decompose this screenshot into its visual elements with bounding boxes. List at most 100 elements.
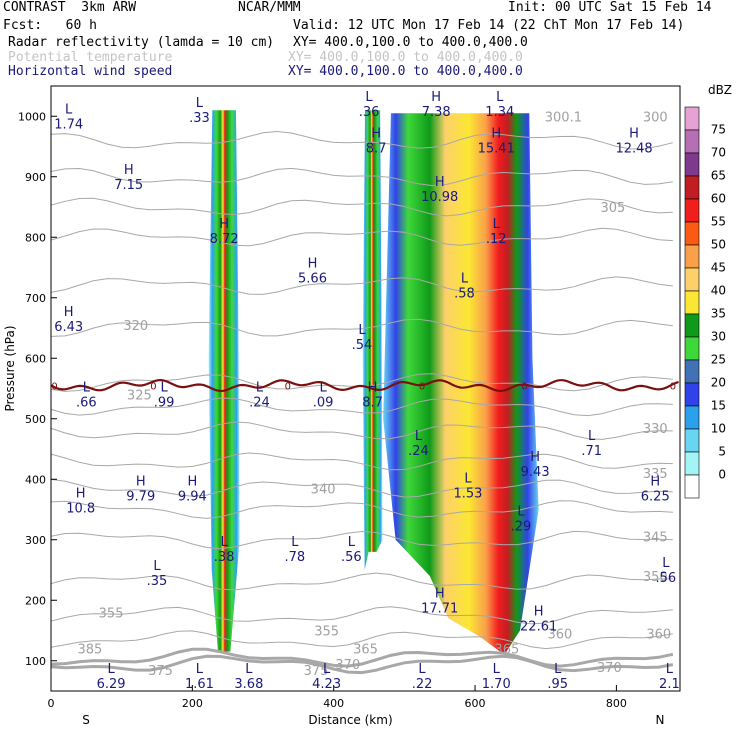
isentrope-label: 300.1: [545, 110, 582, 125]
colorbar-swatch: [684, 244, 700, 269]
freezing-label: 0: [51, 381, 57, 392]
wind-extremum-marker: L: [83, 381, 91, 396]
wind-extremum-value: .78: [284, 550, 305, 565]
isentrope-label: 365: [353, 643, 378, 658]
wind-extremum-marker: H: [435, 175, 445, 190]
colorbar-level: 10: [711, 422, 726, 436]
x-tick-label: 400: [323, 697, 344, 710]
colorbar-swatch: [684, 313, 700, 338]
isentrope-label: 305: [600, 201, 625, 216]
wind-extremum-marker: L: [666, 662, 674, 677]
wind-extremum-marker: H: [64, 305, 74, 320]
y-tick-label: 300: [25, 534, 46, 547]
colorbar-level: 5: [718, 445, 726, 459]
colorbar-level: 60: [711, 192, 726, 206]
x-axis-label: Distance (km): [308, 713, 392, 727]
wind-extremum-value: 6.43: [54, 320, 83, 335]
freezing-label: 0: [285, 381, 291, 392]
wind-extremum-marker: L: [196, 662, 204, 677]
south-label: S: [82, 713, 90, 727]
wind-extremum-value: .56: [656, 571, 677, 586]
wind-extremum-value: 1.61: [185, 677, 214, 692]
wind-extremum-marker: L: [319, 381, 327, 396]
isentrope-label: 370: [597, 661, 622, 676]
colorbar-level: 15: [711, 399, 726, 413]
colorbar-level: 30: [711, 330, 726, 344]
org-label: NCAR/MMM: [238, 0, 301, 15]
field-2-name: Potential temperature: [8, 50, 173, 65]
wind-extremum-value: .95: [547, 677, 568, 692]
isentrope-label: 330: [643, 422, 668, 437]
wind-extremum-value: 5.66: [298, 272, 327, 287]
colorbar-swatch: [684, 106, 700, 131]
wind-extremum-value: 7.15: [114, 178, 143, 193]
wind-extremum-marker: L: [245, 662, 253, 677]
isentrope-label: 375: [148, 664, 173, 679]
wind-extremum-marker: L: [415, 429, 423, 444]
y-tick-label: 200: [25, 594, 46, 607]
freezing-label: 0: [670, 381, 676, 392]
wind-extremum-marker: H: [629, 126, 639, 141]
colorbar-level: 25: [711, 353, 726, 367]
model-title: CONTRAST 3km ARW: [3, 0, 137, 15]
x-tick-label: 600: [465, 697, 486, 710]
freezing-label: 0: [419, 381, 425, 392]
isentrope-line: [51, 421, 673, 440]
wind-extremum-value: 15.41: [478, 141, 515, 156]
colorbar-swatch: [684, 290, 700, 315]
wind-extremum-marker: H: [371, 126, 381, 141]
isentrope-line: [51, 478, 673, 498]
wind-extremum-marker: H: [431, 90, 441, 105]
wind-extremum-marker: L: [493, 662, 501, 677]
wind-extremum-value: .56: [341, 550, 362, 565]
freezing-line: 0 0 0 0 0 0: [51, 378, 679, 392]
wind-extremum-marker: L: [196, 96, 204, 111]
wind-extremum-marker: H: [650, 474, 660, 489]
isentrope-line: [51, 606, 673, 625]
wind-extremum-value: .35: [147, 574, 168, 589]
y-tick-label: 700: [25, 292, 46, 305]
field-3-xy: XY= 400.0,100.0 to 400.0,400.0: [288, 64, 523, 79]
wind-extremum-marker: H: [491, 126, 501, 141]
wind-extremum-marker: L: [554, 662, 562, 677]
y-tick-label: 100: [25, 655, 46, 668]
wind-extremum-value: 8.72: [210, 232, 239, 247]
colorbar-level: 70: [711, 146, 726, 160]
wind-extremum-value: 1.53: [454, 486, 483, 501]
isentrope-line: [51, 654, 674, 675]
wind-extremum-value: 4.23: [312, 677, 341, 692]
wind-extremum-marker: L: [662, 556, 670, 571]
isentrope-label: 355: [99, 606, 124, 621]
wind-extremum-marker: L: [493, 217, 501, 232]
wind-extremum-value: .12: [486, 232, 507, 247]
isentrope-line: [51, 500, 673, 519]
wind-extremum-value: 9.94: [178, 489, 207, 504]
wind-extremum-value: 9.79: [126, 489, 155, 504]
colorbar-swatch: [684, 267, 700, 292]
wind-extremum-marker: H: [219, 217, 229, 232]
isentrope-line: [51, 572, 673, 591]
wind-extremum-value: .24: [249, 396, 270, 411]
isentrope-label: 360: [646, 628, 671, 643]
wind-extremum-value: .22: [412, 677, 433, 692]
wind-extremum-marker: L: [418, 662, 426, 677]
wind-extremum-marker: H: [534, 604, 544, 619]
isentrope-line: [51, 530, 673, 550]
isentrope-line: [51, 130, 674, 150]
colorbar-level: 35: [711, 307, 726, 321]
isentrope-label: 300: [643, 110, 668, 125]
colorbar-swatch: [684, 175, 700, 200]
isentrope-label: 370: [335, 658, 360, 673]
y-tick-label: 500: [25, 413, 46, 426]
wind-extremum-value: 10.98: [421, 190, 458, 205]
wind-extremum-value: .66: [76, 396, 97, 411]
colorbar-swatch: [684, 129, 700, 154]
wind-extremum-marker: L: [323, 662, 331, 677]
wind-extremum-marker: H: [530, 450, 540, 465]
field-3-name: Horizontal wind speed: [8, 64, 173, 79]
north-label: N: [656, 713, 665, 727]
isentrope-line: [51, 397, 673, 417]
isentrope-label: 325: [127, 389, 152, 404]
